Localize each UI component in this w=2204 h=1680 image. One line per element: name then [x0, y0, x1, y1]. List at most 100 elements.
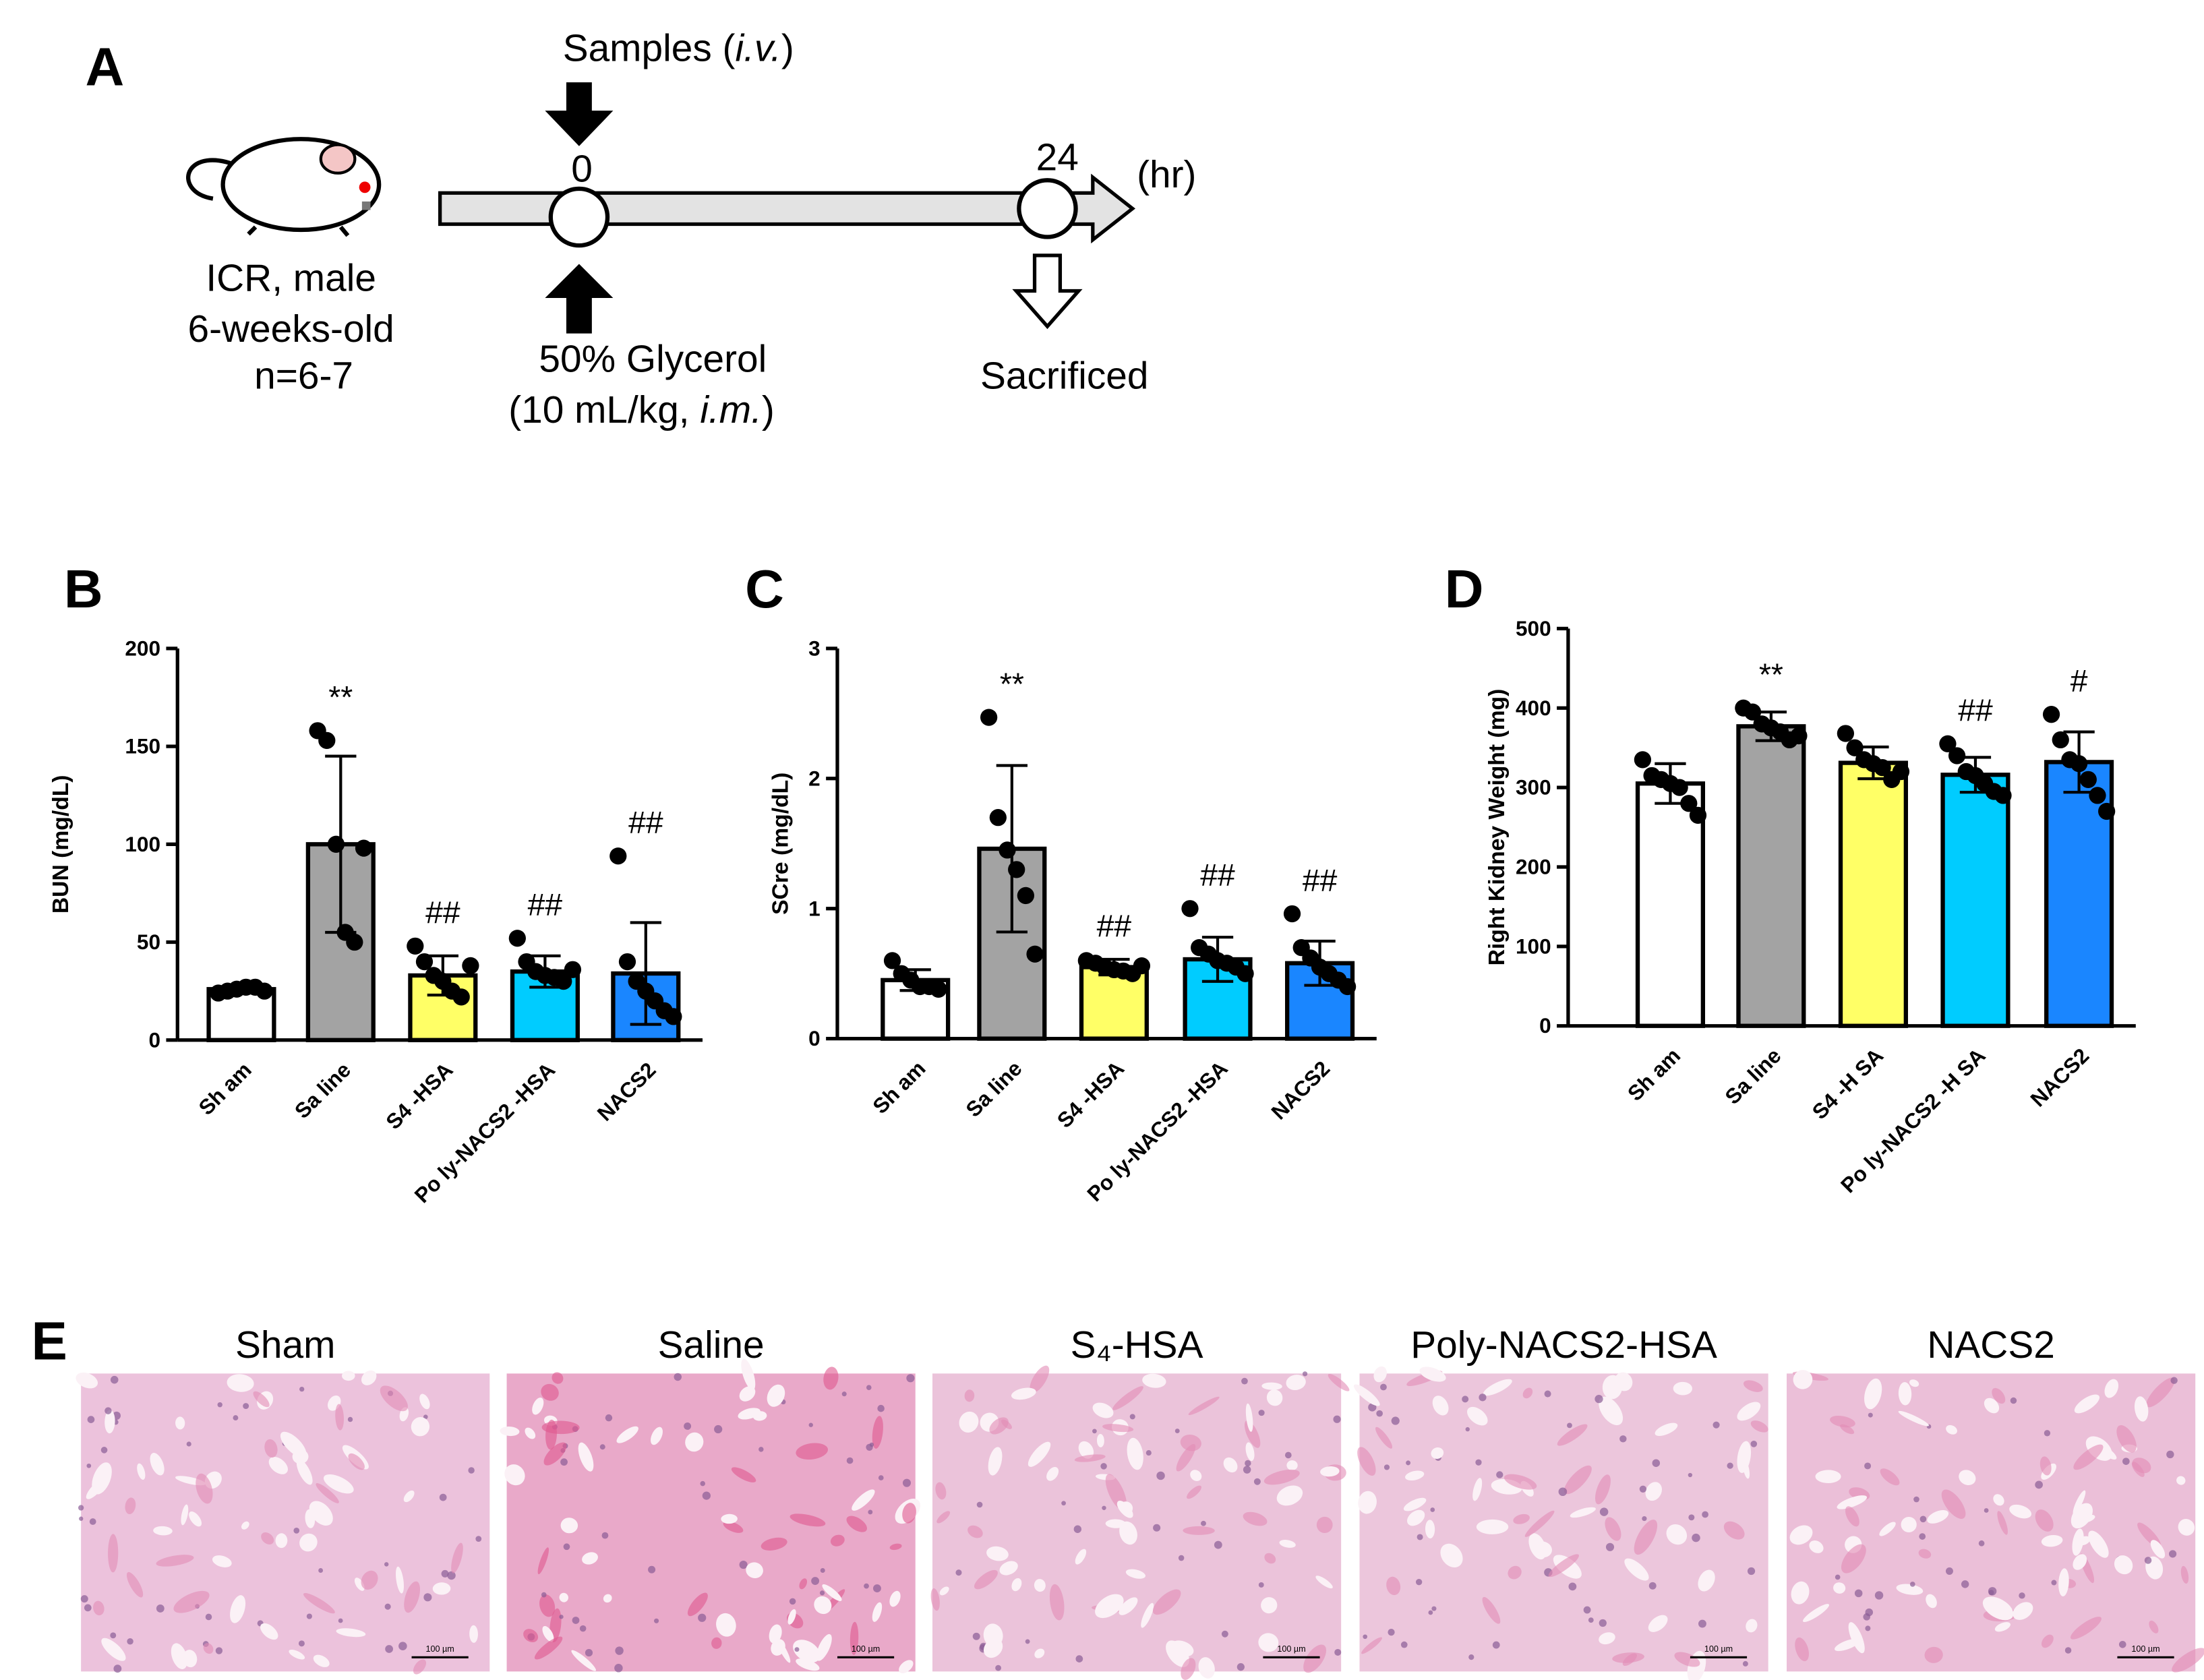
- significance: #: [2071, 663, 2088, 698]
- lumen: [268, 1457, 288, 1474]
- lumen: [1095, 1594, 1124, 1619]
- data-point: [555, 973, 572, 990]
- data-point: [989, 809, 1007, 827]
- x-tick-label: NACS2: [2025, 1044, 2093, 1112]
- cast: [93, 1600, 105, 1616]
- time-label: 0: [571, 148, 593, 190]
- lumen: [1127, 1437, 1143, 1470]
- lumen: [1809, 1540, 1824, 1553]
- lumen: [2104, 1379, 2119, 1398]
- nucleus: [1092, 1429, 1097, 1434]
- lumen: [1034, 1648, 1045, 1658]
- lumen: [309, 1501, 333, 1526]
- nucleus: [972, 1632, 980, 1640]
- text: ): [781, 28, 794, 70]
- lumen: [1425, 1520, 1435, 1538]
- nucleus: [1874, 1591, 1884, 1600]
- timeline-arrow: [438, 173, 1136, 244]
- lumen: [1166, 1640, 1189, 1667]
- lumen: [1261, 1382, 1282, 1390]
- histology-image: 100 µm: [500, 1358, 921, 1673]
- nucleus: [156, 1604, 165, 1613]
- cast: [1557, 1424, 1588, 1446]
- nucleus: [560, 1458, 568, 1466]
- cast: [2180, 1565, 2189, 1584]
- nucleus: [1702, 1511, 1708, 1518]
- lumen: [1909, 1379, 1919, 1387]
- y-tick-label: 150: [125, 734, 160, 758]
- nucleus: [789, 1598, 796, 1605]
- data-point: [665, 1008, 682, 1025]
- error-bar: [630, 921, 661, 1026]
- histology-label: Sham: [235, 1324, 335, 1367]
- nucleus: [572, 1617, 580, 1624]
- nucleus: [1865, 1608, 1874, 1617]
- nucleus: [384, 1603, 391, 1610]
- lumen: [578, 1442, 594, 1472]
- nucleus: [758, 1447, 764, 1452]
- x-tick-label: Sh am: [193, 1058, 256, 1120]
- lumen: [1190, 1470, 1202, 1481]
- nucleus: [1496, 1471, 1503, 1478]
- lumen: [1645, 1482, 1663, 1501]
- nucleus: [1465, 1427, 1470, 1432]
- cast: [1513, 1513, 1530, 1524]
- lumen: [796, 1658, 820, 1671]
- nucleus: [739, 1560, 748, 1569]
- data-point: [2079, 771, 2097, 788]
- lumen: [1984, 1398, 2000, 1414]
- nucleus: [714, 1424, 723, 1434]
- data-point: [1790, 727, 1808, 745]
- nucleus: [86, 1463, 92, 1468]
- lumen: [769, 1624, 782, 1644]
- cast: [930, 1588, 940, 1611]
- cast: [156, 1555, 194, 1567]
- cast: [1997, 1511, 2008, 1535]
- data-point: [1283, 905, 1301, 923]
- lumen: [651, 1427, 663, 1445]
- nucleus: [84, 1604, 92, 1612]
- cast: [413, 1659, 427, 1675]
- nucleus: [2118, 1640, 2126, 1648]
- injection-arrow: [545, 82, 614, 146]
- nucleus: [811, 1577, 820, 1585]
- nucleus: [902, 1478, 911, 1487]
- lumen: [1315, 1576, 1333, 1589]
- lumen: [1901, 1516, 1917, 1532]
- nucleus: [2064, 1647, 2072, 1654]
- cast: [552, 1372, 564, 1384]
- lumen: [822, 1584, 842, 1601]
- data-point: [462, 957, 479, 975]
- cast: [936, 1511, 951, 1524]
- cast: [2073, 1444, 2104, 1470]
- lumen: [525, 1427, 536, 1439]
- cast: [1187, 1485, 1201, 1499]
- lumen: [532, 1398, 544, 1415]
- data-point: [930, 980, 947, 998]
- nucleus: [1241, 1377, 1248, 1385]
- lumen: [1472, 1478, 1483, 1501]
- lumen: [1011, 1578, 1022, 1592]
- cast: [1183, 1526, 1215, 1535]
- lumen: [1245, 1403, 1253, 1432]
- panel-letter: E: [31, 1311, 67, 1371]
- lumen: [939, 1586, 949, 1596]
- cast: [264, 1439, 278, 1458]
- y-tick-label: 200: [1516, 855, 1551, 879]
- lumen: [403, 1490, 415, 1503]
- nucleus: [654, 1618, 659, 1623]
- nucleus: [385, 1645, 393, 1653]
- tissue: [81, 1373, 490, 1672]
- lumen: [1614, 1372, 1633, 1391]
- nucleus: [1391, 1416, 1400, 1425]
- nucleus: [1388, 1628, 1395, 1636]
- cast: [1503, 1474, 1537, 1490]
- data-point: [1744, 703, 1762, 721]
- cast: [889, 1543, 902, 1551]
- lumen: [212, 1555, 232, 1567]
- cast: [2146, 1377, 2175, 1408]
- nucleus: [955, 1569, 962, 1576]
- lumen: [227, 1374, 254, 1392]
- nucleus: [1639, 1485, 1647, 1493]
- nucleus: [995, 1664, 1001, 1671]
